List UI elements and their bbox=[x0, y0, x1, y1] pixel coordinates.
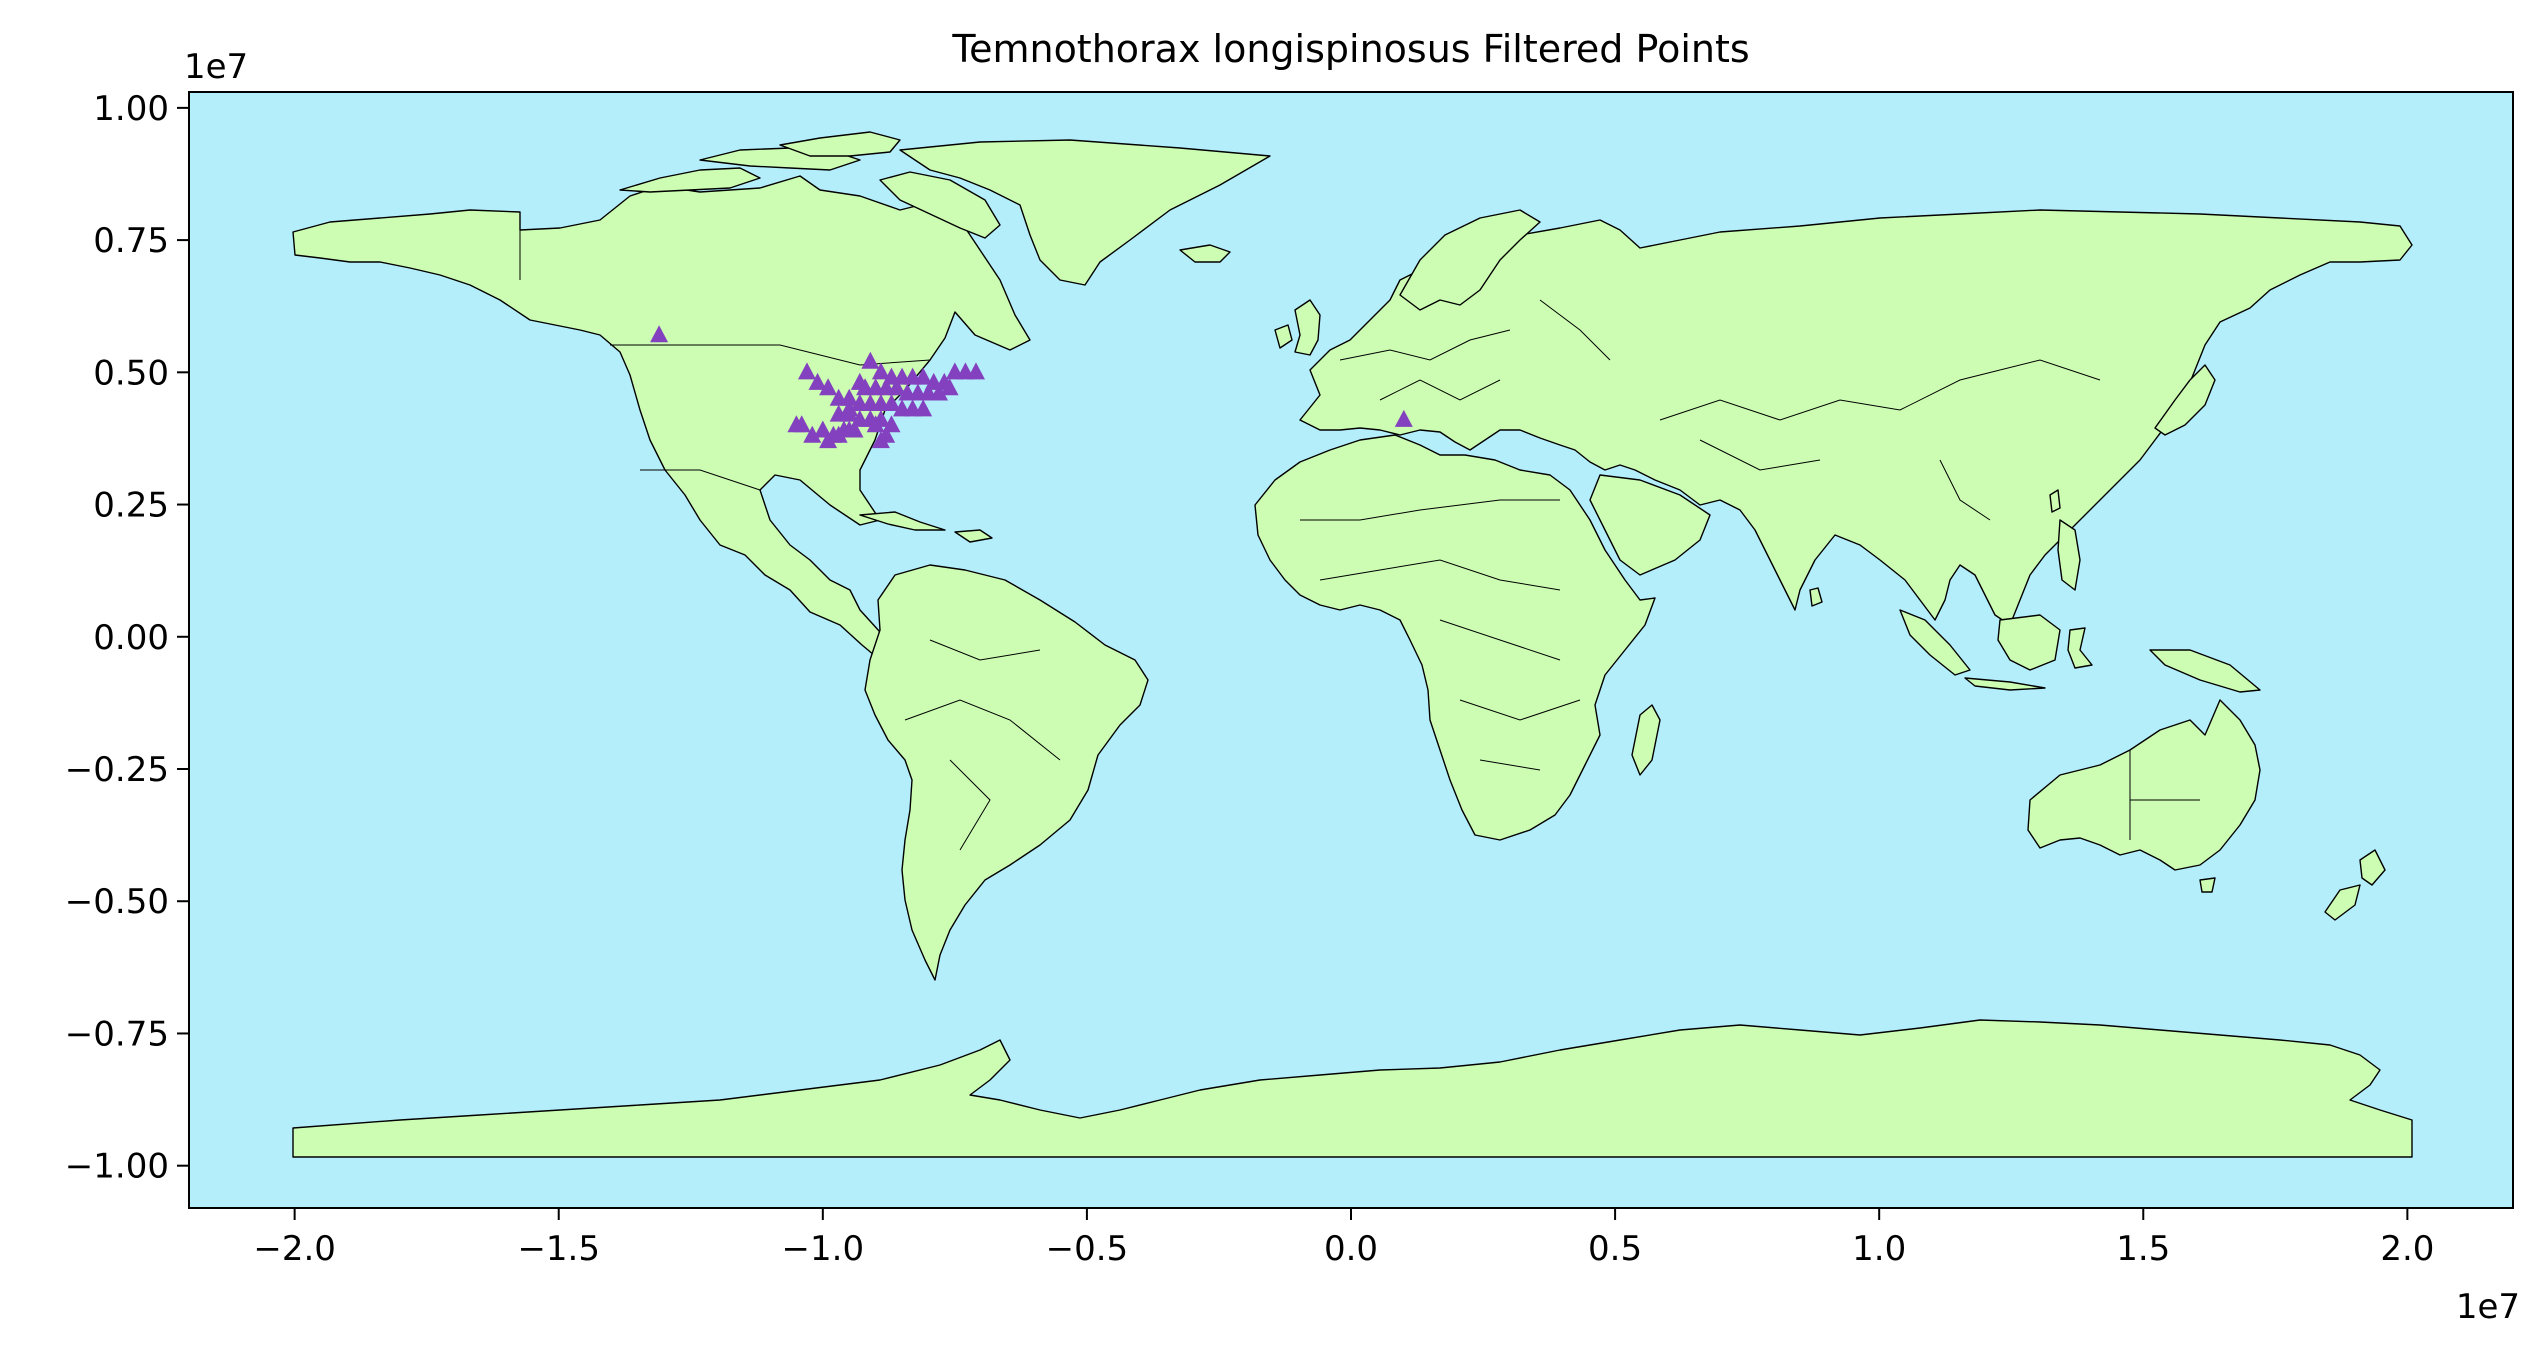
africa-landmass bbox=[1254, 434, 1656, 841]
y-tick-label: 1.00 bbox=[93, 89, 169, 129]
occurrence-point bbox=[840, 399, 859, 417]
country-borders bbox=[519, 228, 2200, 851]
europe-borders bbox=[1339, 299, 1611, 401]
asia-borders bbox=[1659, 359, 2101, 521]
ellesmere-island bbox=[779, 131, 901, 157]
y-tick-label: −0.75 bbox=[65, 1014, 169, 1054]
occurrence-point bbox=[792, 415, 811, 433]
land-layer bbox=[292, 131, 2413, 1158]
x-tick-label: 0.0 bbox=[1324, 1229, 1378, 1269]
occurrence-point bbox=[914, 399, 933, 417]
occurrence-point bbox=[871, 362, 890, 380]
x-tick-label: −0.5 bbox=[1046, 1229, 1129, 1269]
occurrence-point bbox=[887, 378, 906, 396]
occurrence-point bbox=[819, 378, 838, 396]
x-tick-label: −1.5 bbox=[517, 1229, 600, 1269]
y-tick-label: −1.00 bbox=[65, 1147, 169, 1187]
south-america-borders bbox=[904, 639, 1061, 851]
south-america-landmass bbox=[864, 564, 1149, 981]
eurasia-landmass bbox=[1299, 209, 2413, 626]
australia bbox=[2027, 699, 2261, 871]
occurrence-point bbox=[966, 362, 985, 380]
java bbox=[1964, 677, 2046, 691]
y-tick-label: 0.50 bbox=[93, 353, 169, 393]
occurrence-point bbox=[819, 431, 838, 449]
occurrence-point bbox=[861, 351, 880, 369]
y-tick-label: −0.50 bbox=[65, 882, 169, 922]
occurrence-point bbox=[940, 378, 959, 396]
occurrence-point bbox=[797, 362, 816, 380]
madagascar bbox=[1631, 704, 1661, 776]
x-tick-label: 1.5 bbox=[2116, 1229, 2170, 1269]
sumatra bbox=[1899, 609, 1971, 676]
x-offset-label: 1e7 bbox=[2456, 1287, 2520, 1327]
occurrence-point bbox=[850, 372, 869, 390]
occurrence-points bbox=[650, 325, 1413, 449]
y-tick-label: 0.75 bbox=[93, 221, 169, 261]
chart-title: Temnothorax longispinosus Filtered Point… bbox=[951, 27, 1749, 71]
philippines bbox=[2057, 519, 2081, 591]
cuba bbox=[859, 511, 946, 531]
arabian-peninsula bbox=[1589, 474, 1711, 576]
occurrence-point bbox=[930, 383, 949, 401]
y-tick-label: 0.00 bbox=[93, 618, 169, 658]
x-tick-label: −1.0 bbox=[782, 1229, 865, 1269]
occurrence-point bbox=[914, 367, 933, 385]
occurrence-point bbox=[1394, 409, 1413, 427]
x-tick-label: 0.5 bbox=[1588, 1229, 1642, 1269]
occurrence-point bbox=[803, 425, 822, 443]
great-britain bbox=[1294, 299, 1321, 356]
sri-lanka bbox=[1809, 587, 1823, 607]
y-tick-label: −0.25 bbox=[65, 750, 169, 790]
occurrence-point bbox=[882, 394, 901, 412]
arctic-islands bbox=[619, 167, 761, 193]
us-mexico-border bbox=[640, 469, 761, 491]
greenland bbox=[899, 139, 1271, 286]
new-zealand-north bbox=[2359, 849, 2386, 886]
x-tick-label: 1.0 bbox=[1852, 1229, 1906, 1269]
borneo bbox=[1997, 614, 2061, 671]
north-america-landmass bbox=[292, 175, 1031, 661]
sulawesi bbox=[2067, 627, 2093, 669]
x-tick-label: −2.0 bbox=[253, 1229, 336, 1269]
iceland bbox=[1179, 244, 1231, 263]
australia-borders bbox=[2129, 750, 2200, 840]
x-tick-label: 2.0 bbox=[2380, 1229, 2434, 1269]
occurrence-point bbox=[829, 425, 848, 443]
occurrence-point bbox=[829, 388, 848, 406]
ireland bbox=[1274, 324, 1293, 349]
occurrence-point bbox=[866, 415, 885, 433]
y-tick-label: 0.25 bbox=[93, 486, 169, 526]
us-canada-border bbox=[610, 344, 931, 366]
scandinavia bbox=[1399, 209, 1541, 311]
new-zealand-south bbox=[2324, 884, 2361, 921]
occurrence-point bbox=[871, 431, 890, 449]
baffin-island bbox=[879, 171, 1001, 239]
y-offset-label: 1e7 bbox=[184, 47, 248, 87]
new-guinea bbox=[2149, 649, 2261, 693]
taiwan bbox=[2049, 489, 2061, 513]
y-axis: 1.00 0.75 0.50 0.25 0.00 −0.25 −0.50 −0.75 −1.00 bbox=[65, 89, 189, 1187]
hispaniola bbox=[954, 529, 993, 543]
tasmania bbox=[2199, 877, 2216, 893]
japan bbox=[2154, 364, 2216, 436]
occurrence-point bbox=[650, 325, 669, 343]
africa-borders bbox=[1300, 499, 1581, 771]
occurrence-point bbox=[808, 372, 827, 390]
occurrence-point bbox=[840, 420, 859, 438]
antarctica bbox=[292, 1019, 2413, 1158]
x-axis: −2.0 −1.5 −1.0 −0.5 0.0 0.5 1.0 1.5 2.0 bbox=[253, 1208, 2434, 1269]
